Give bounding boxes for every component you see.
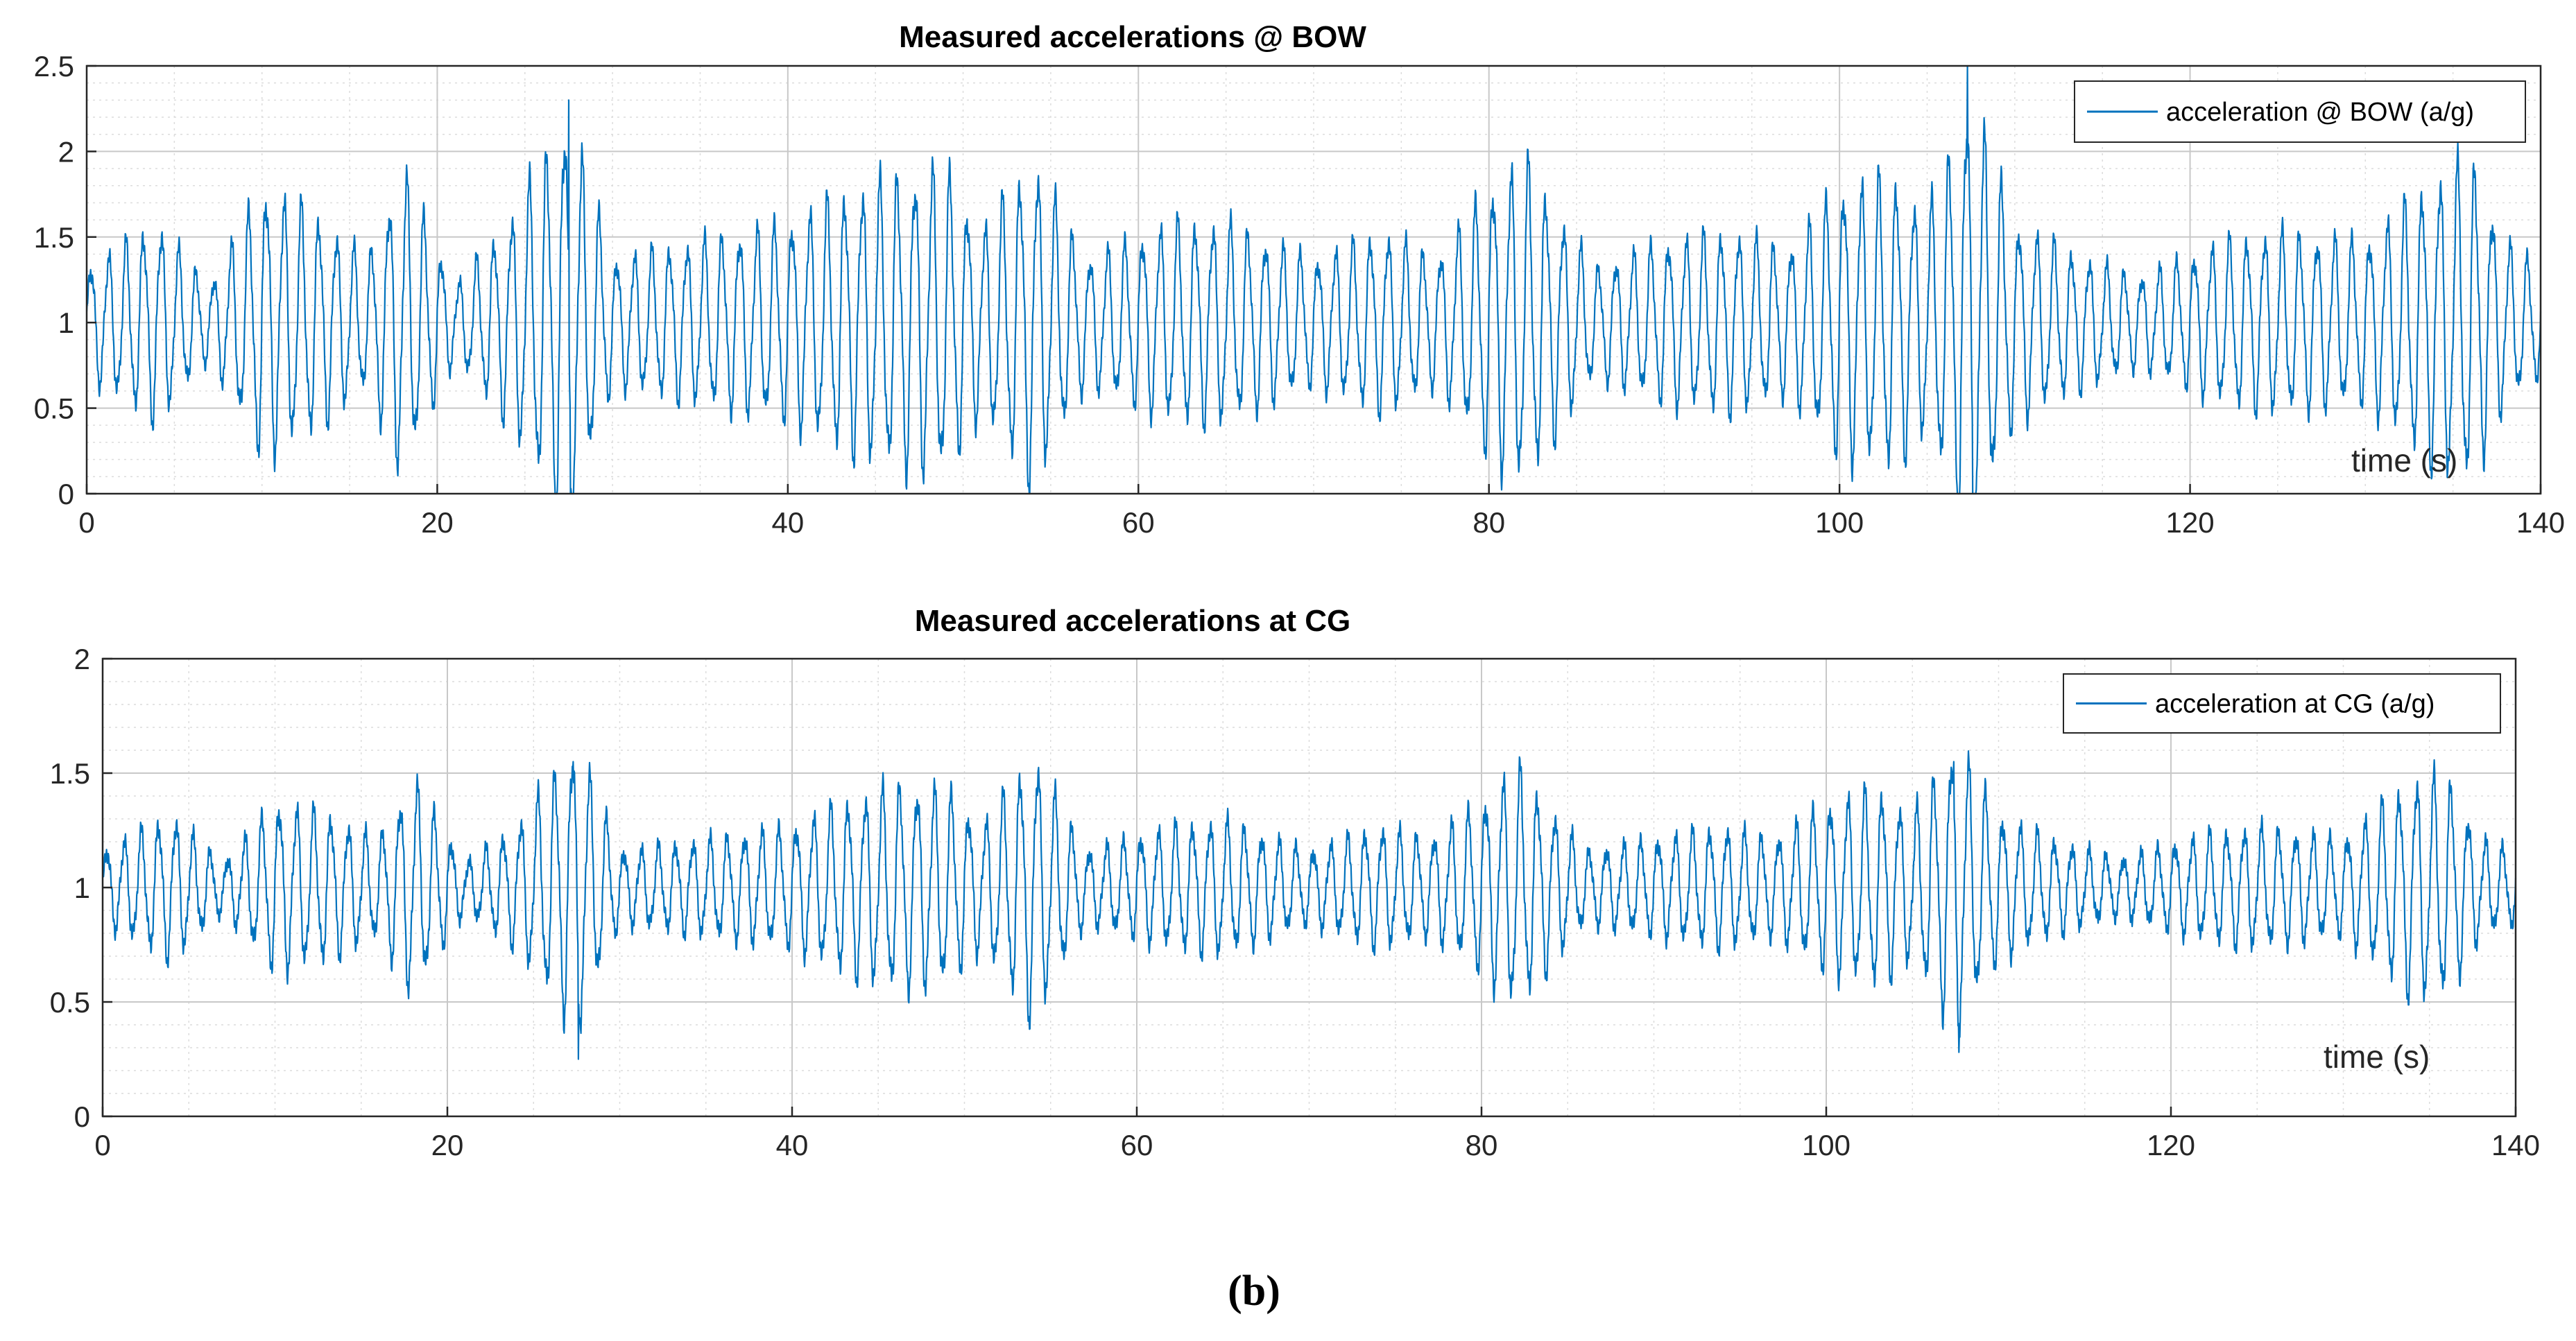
- x-tick-label: 0: [94, 1129, 110, 1161]
- y-tick-label: 1.5: [50, 757, 90, 790]
- y-tick-label: 1: [74, 872, 90, 904]
- legend-label: acceleration @ BOW (a/g): [2166, 98, 2474, 127]
- series-line-bow-acceleration: [85, 64, 2542, 495]
- x-tick-label: 100: [1815, 506, 1864, 539]
- chart-title: Measured accelerations at CG: [915, 604, 1350, 638]
- x-tick-label: 20: [421, 506, 454, 539]
- x-tick-label: 80: [1472, 506, 1505, 539]
- y-tick-label: 0: [58, 478, 74, 510]
- x-axis: 0 20 40 60 80 100 120 140: [94, 1107, 2540, 1161]
- x-axis-label: time (s): [2324, 1039, 2430, 1075]
- x-axis-label: time (s): [2351, 442, 2457, 478]
- y-tick-label: 2: [58, 135, 74, 168]
- bow-acceleration-chart: Measured accelerations @ BOW 0 0.5 1 1.5 2 2.…: [34, 20, 2565, 539]
- y-tick-label: 2.5: [34, 50, 74, 83]
- x-tick-label: 100: [1802, 1129, 1851, 1161]
- x-tick-label: 40: [771, 506, 804, 539]
- figure-caption: (b): [1228, 1268, 1280, 1315]
- y-tick-label: 2: [74, 643, 90, 675]
- y-tick-label: 0.5: [50, 986, 90, 1019]
- x-tick-label: 120: [2166, 506, 2215, 539]
- x-tick-label: 0: [78, 506, 94, 539]
- y-tick-label: 1: [58, 306, 74, 339]
- x-tick-label: 140: [2516, 506, 2565, 539]
- x-tick-label: 80: [1466, 1129, 1498, 1161]
- y-tick-label: 1.5: [34, 221, 74, 254]
- legend: acceleration at CG (a/g): [2063, 673, 2501, 734]
- legend: acceleration @ BOW (a/g): [2074, 80, 2526, 143]
- x-tick-label: 20: [431, 1129, 464, 1161]
- x-tick-label: 140: [2491, 1129, 2540, 1161]
- y-tick-label: 0.5: [34, 392, 74, 425]
- y-tick-label: 0: [74, 1100, 90, 1133]
- x-tick-label: 60: [1121, 1129, 1153, 1161]
- grid: [86, 65, 2541, 494]
- axes-box: [85, 64, 2542, 495]
- chart-title: Measured accelerations @ BOW: [899, 20, 1366, 54]
- x-axis: 0 20 40 60 80 100 120 140: [78, 484, 2565, 539]
- x-tick-label: 40: [776, 1129, 809, 1161]
- x-tick-label: 60: [1122, 506, 1155, 539]
- y-axis: 0 0.5 1 1.5 2 2.5: [34, 50, 96, 510]
- series-line-cg-acceleration: [101, 750, 2517, 1060]
- x-tick-label: 120: [2147, 1129, 2195, 1161]
- legend-label: acceleration at CG (a/g): [2155, 690, 2435, 719]
- y-axis: 0 0.5 1 1.5 2: [50, 643, 112, 1133]
- cg-acceleration-chart: Measured accelerations at CG 0 0.5 1 1.5 2 0…: [50, 604, 2540, 1161]
